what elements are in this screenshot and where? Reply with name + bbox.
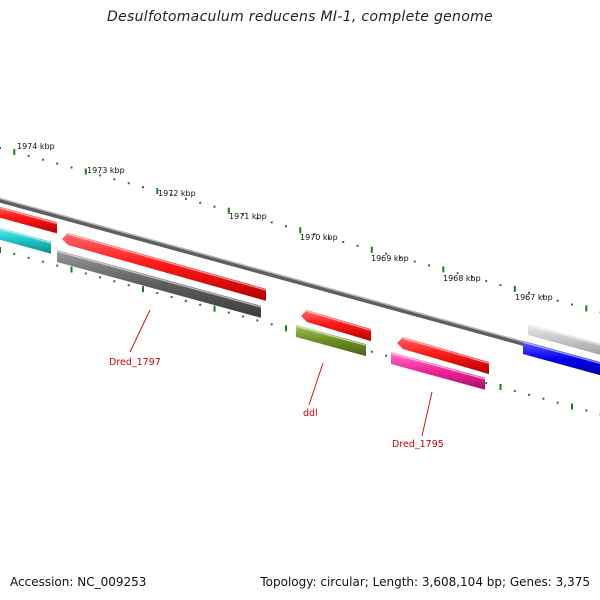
gene-label: ddl xyxy=(303,408,318,419)
label-leaders xyxy=(129,309,433,437)
gene-feature-blue xyxy=(522,341,600,376)
gene-feature-red xyxy=(62,233,267,301)
kbp-label: 1970 kbp xyxy=(300,233,338,242)
kbp-label: 1969 kbp xyxy=(371,254,409,263)
gene-feature-magenta xyxy=(390,352,486,390)
kbp-label: 1968 kbp xyxy=(443,274,481,283)
scale-labels: 1974 kbp 1973 kbp 1972 kbp 1971 kbp 1970 kbp… xyxy=(17,142,553,302)
gene-feature-red xyxy=(301,310,372,342)
gene-feature-olive xyxy=(295,325,367,357)
kbp-label: 1971 kbp xyxy=(229,212,267,221)
gene-label: Dred_1795 xyxy=(392,439,444,450)
gene-feature-gray xyxy=(527,324,600,355)
map-title: Desulfotomaculum reducens MI-1, complete… xyxy=(107,9,493,25)
outer-scale-ticks xyxy=(0,147,600,314)
gene-feature-red xyxy=(0,206,58,234)
gene-feature-gray xyxy=(56,250,262,318)
leader-line xyxy=(308,362,324,406)
kbp-label: 1972 kbp xyxy=(158,189,196,198)
gene-features xyxy=(0,206,600,390)
genome-backbone xyxy=(0,197,600,367)
kbp-label: 1973 kbp xyxy=(87,166,125,175)
gene-label: Dred_1797 xyxy=(109,357,161,368)
topology-text: Topology: circular; Length: 3,608,104 bp… xyxy=(260,575,590,589)
gene-feature-red xyxy=(397,337,490,375)
gene-feature-cyan xyxy=(0,227,52,254)
leader-line xyxy=(421,391,433,437)
accession-text: Accession: NC_009253 xyxy=(10,575,147,589)
kbp-label: 1974 kbp xyxy=(17,142,55,151)
kbp-label: 1967 kbp xyxy=(515,293,553,302)
leader-line xyxy=(129,309,151,353)
